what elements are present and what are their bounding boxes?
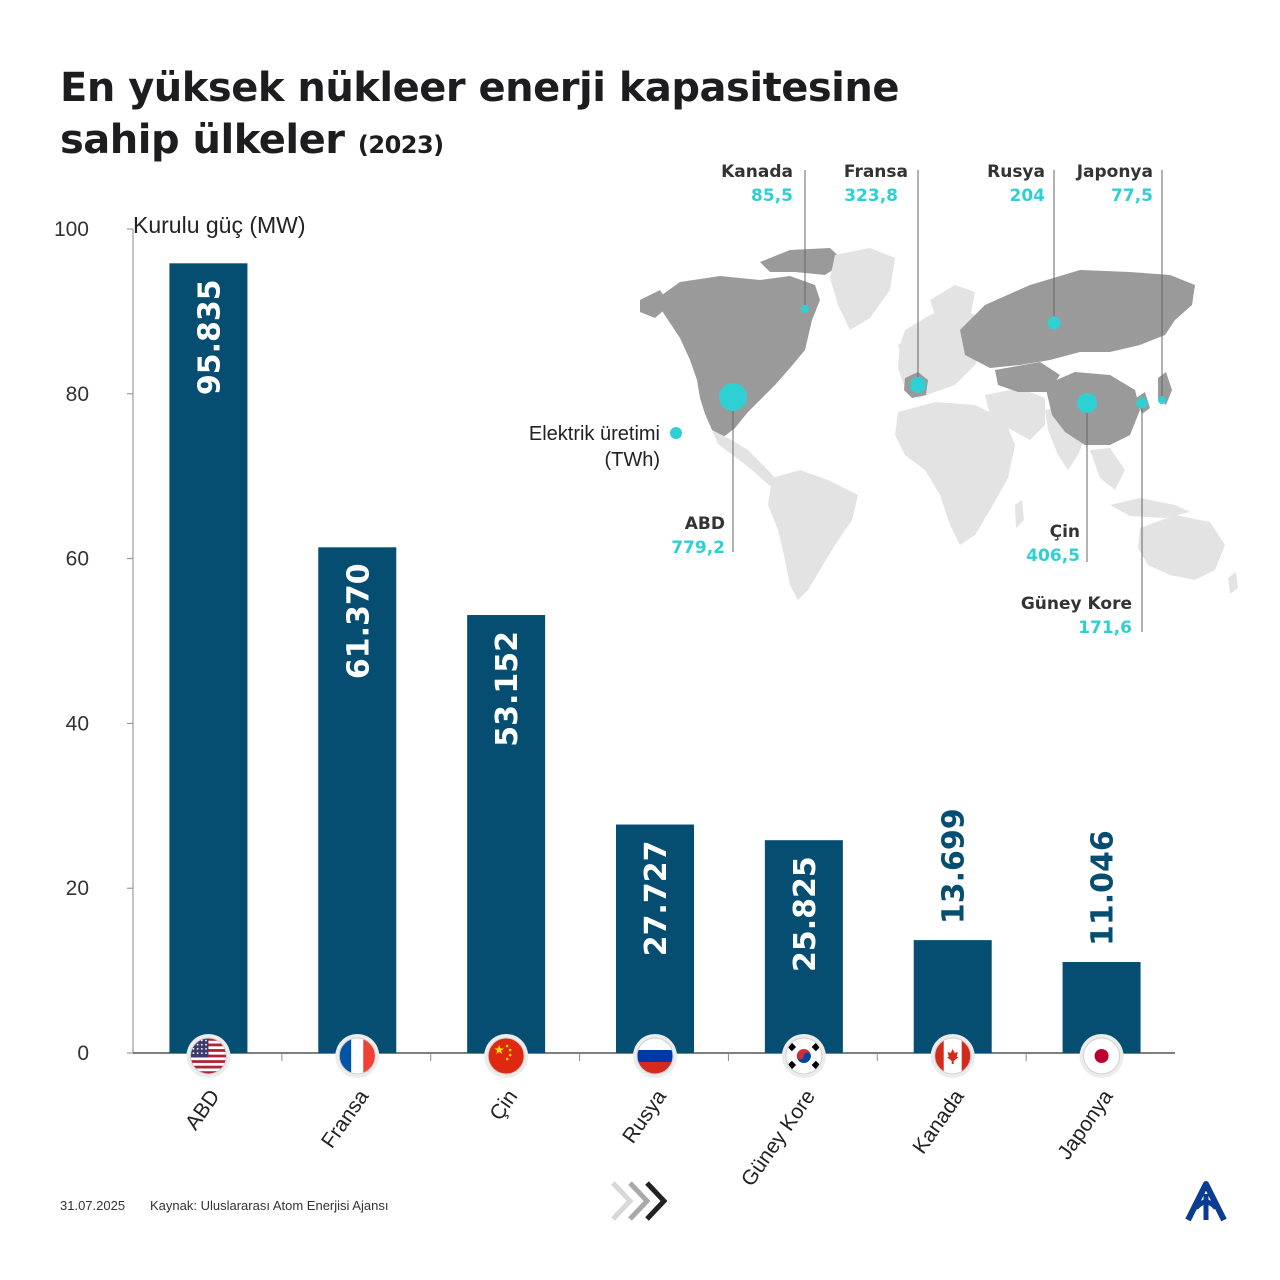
map-alaska [640,290,670,318]
value-label: 13.699 [937,808,972,924]
footer-date: 31.07.2025 [60,1198,126,1213]
title-line-1: En yüksek nükleer enerji kapasitesine [60,65,899,111]
callout-value-fransa: 323,8 [844,186,898,206]
map-central-america [712,430,778,486]
map-madagascar [1015,500,1024,528]
map-south-america [768,470,858,600]
map-dot-fransa [910,377,926,393]
map-central-asia [995,362,1060,392]
y-tick-label: 60 [66,548,89,571]
aa-logo-icon [1185,1181,1227,1222]
map-russia [960,270,1195,368]
map-greenland [830,248,895,330]
map-africa [895,402,1015,545]
value-label: 11.046 [1086,830,1121,946]
map-dot-guney-kore [1136,397,1148,409]
callout-value-abd: 779,2 [671,538,725,558]
map-dot-abd [719,383,747,411]
bar-1 [169,263,248,1054]
y-tick-label: 0 [77,1042,89,1065]
map-canada-islands [760,248,845,275]
callout-name-cin: Çin [1050,522,1080,542]
bar-2 [318,547,397,1053]
map-middle-east [985,388,1045,440]
bar-4 [616,824,694,1053]
x-tick-label: ABD [181,1086,225,1135]
flag-russia-icon [633,1034,677,1078]
flag-usa-icon [186,1034,231,1078]
map-dots [670,305,1166,439]
callout-name-japonya: Japonya [1076,162,1153,182]
flag-france-icon [335,1034,380,1078]
legend-label-line1: Elektrik üretimi [529,423,660,445]
y-axis-title: Kurulu güç (MW) [133,212,306,238]
flag-south-korea-icon [781,1034,826,1078]
legend-label-line2: (TWh) [604,449,660,471]
flag-china-icon [484,1034,529,1078]
x-tick-label: Fransa [317,1085,374,1152]
bar-5 [764,840,843,1053]
y-tick-label: 20 [66,877,89,900]
page-title: En yüksek nükleer enerji kapasitesine sah… [60,62,899,171]
map-new-zealand [1228,572,1238,594]
footer-source: Kaynak: Uluslararası Atom Enerjisi Ajans… [150,1198,389,1213]
callout-value-cin: 406,5 [1026,546,1080,566]
bar-3 [467,615,546,1053]
x-tick-label: Rusya [618,1085,671,1147]
y-tick-label: 40 [66,712,89,735]
map-southeast-asia [1090,448,1125,490]
title-year: (2023) [357,131,444,159]
map-dot-kanada [801,305,809,313]
callout-name-abd: ABD [685,514,725,534]
x-tick-label: Güney Kore [737,1086,820,1191]
x-tick-label: Kanada [908,1085,969,1158]
legend-dot [670,427,682,439]
callout-value-kanada: 85,5 [751,186,793,206]
value-label: 61.370 [341,563,376,679]
map-australia [1138,515,1225,580]
callout-value-rusya: 204 [1010,186,1046,206]
value-label: 25.825 [788,856,823,972]
map-leader-lines [732,170,1163,632]
value-label: 95.835 [192,279,227,395]
map-dot-japonya [1158,396,1166,404]
callout-value-japonya: 77,5 [1111,186,1153,206]
map-dot-cin [1077,393,1097,413]
flag-japan-icon [1079,1034,1124,1078]
callout-name-guney-kore: Güney Kore [1021,594,1132,614]
flag-canada-icon [930,1034,975,1078]
world-map [640,248,1238,600]
x-tick-label: Japonya [1053,1085,1118,1163]
map-uk [898,338,912,362]
arrows-icon [611,1181,668,1221]
map-north-america [655,276,820,438]
callout-value-guney-kore: 171,6 [1078,618,1132,638]
y-tick-label: 80 [66,383,89,406]
map-scandinavia [930,285,975,320]
value-label: 53.152 [490,631,525,747]
map-indonesia [1110,498,1190,518]
callout-name-kanada: Kanada [721,162,793,182]
y-tick-label: 100 [54,218,89,241]
callout-name-fransa: Fransa [844,162,908,182]
callout-name-rusya: Rusya [987,162,1045,182]
map-dot-rusya [1047,316,1061,330]
title-line-2: sahip ülkeler [60,117,345,163]
x-tick-label: Çin [485,1086,522,1125]
value-label: 27.727 [639,841,674,957]
